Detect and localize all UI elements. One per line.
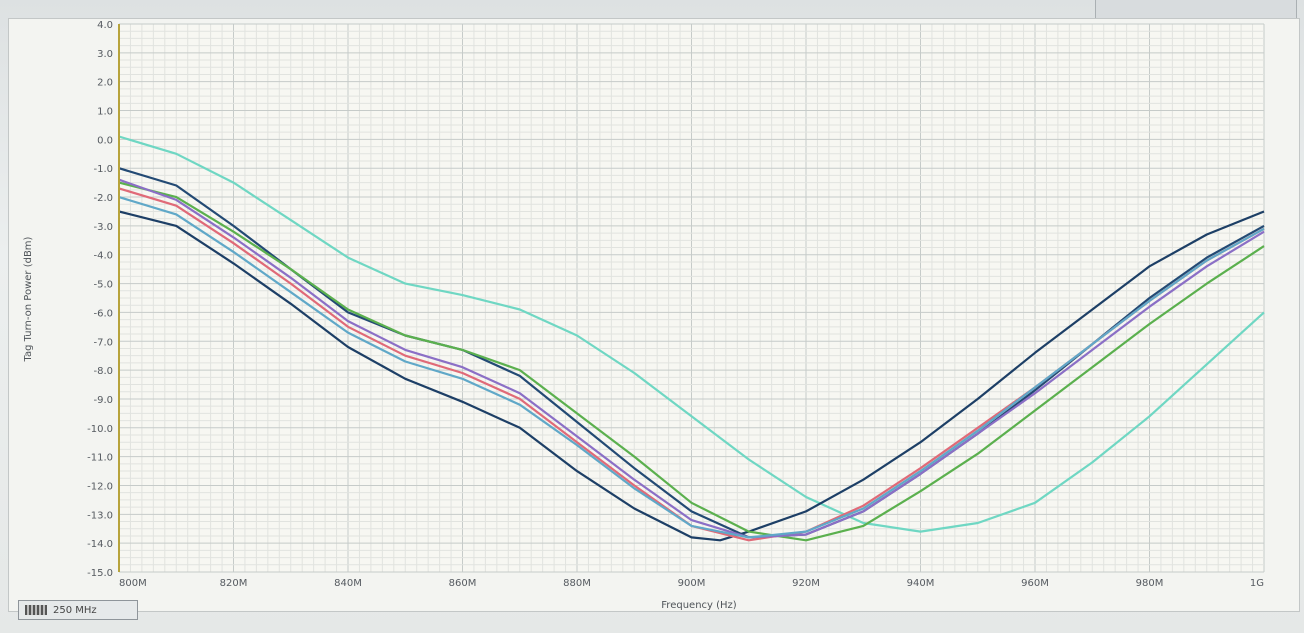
line-chart: 4.0 3.0 2.0 1.0 0.0 -1.0 -2.0 -3.0 -4.0 -5.0 -6.0 -… xyxy=(23,20,1265,611)
series-line-4 xyxy=(118,181,1265,542)
y-axis-title: Tag Turn-on Power (dBm) xyxy=(23,236,34,362)
y-tick-label: -10.0 xyxy=(87,424,113,435)
grid xyxy=(118,23,1265,573)
x-tick-labels: 800M 820M 840M 860M 880M 900M 920M 940M 960M 980M… xyxy=(119,578,1264,589)
x-tick-label: 840M xyxy=(334,578,362,589)
legend-control[interactable]: 250 MHz xyxy=(18,600,138,620)
x-tick-label: 920M xyxy=(792,578,820,589)
x-tick-label: 880M xyxy=(563,578,591,589)
series-group xyxy=(118,135,1265,542)
y-tick-label: -14.0 xyxy=(87,539,113,550)
x-axis-title: Frequency (Hz) xyxy=(661,600,737,611)
series-line-1 xyxy=(118,135,1265,533)
x-tick-label: 960M xyxy=(1021,578,1049,589)
y-tick-label: -12.0 xyxy=(87,481,113,492)
series-line-2 xyxy=(118,210,1265,542)
y-tick-label: -6.0 xyxy=(93,308,113,319)
y-tick-label: 1.0 xyxy=(97,107,113,118)
y-tick-label: -4.0 xyxy=(93,251,113,262)
y-tick-label: -13.0 xyxy=(87,510,113,521)
x-tick-label: 1G xyxy=(1250,578,1264,589)
x-tick-label: 820M xyxy=(220,578,248,589)
legend-label: 250 MHz xyxy=(53,604,97,616)
y-tick-labels: 4.0 3.0 2.0 1.0 0.0 -1.0 -2.0 -3.0 -4.0 -5.0 -6.0 -… xyxy=(87,20,113,579)
x-tick-label: 860M xyxy=(449,578,477,589)
y-tick-label: -3.0 xyxy=(93,222,113,233)
y-tick-label: 0.0 xyxy=(97,135,113,146)
y-tick-label: 4.0 xyxy=(97,20,113,31)
y-tick-label: -2.0 xyxy=(93,193,113,204)
series-line-7 xyxy=(118,196,1265,539)
y-tick-label: -9.0 xyxy=(93,395,113,406)
chart-panel: 4.0 3.0 2.0 1.0 0.0 -1.0 -2.0 -3.0 -4.0 -5.0 -6.0 -… xyxy=(8,18,1300,612)
x-tick-label: 900M xyxy=(678,578,706,589)
y-tick-label: 2.0 xyxy=(97,78,113,89)
y-tick-label: -11.0 xyxy=(87,453,113,464)
y-tick-label: -5.0 xyxy=(93,280,113,291)
y-tick-label: 3.0 xyxy=(97,49,113,60)
series-line-6 xyxy=(118,178,1265,539)
y-tick-label: -15.0 xyxy=(87,568,113,579)
x-tick-label: 940M xyxy=(907,578,935,589)
y-tick-label: -8.0 xyxy=(93,366,113,377)
y-tick-label: -7.0 xyxy=(93,337,113,348)
x-tick-label: 980M xyxy=(1136,578,1164,589)
y-tick-label: -1.0 xyxy=(93,164,113,175)
x-tick-label: 800M xyxy=(119,578,147,589)
legend-swatch-icon xyxy=(25,605,47,615)
